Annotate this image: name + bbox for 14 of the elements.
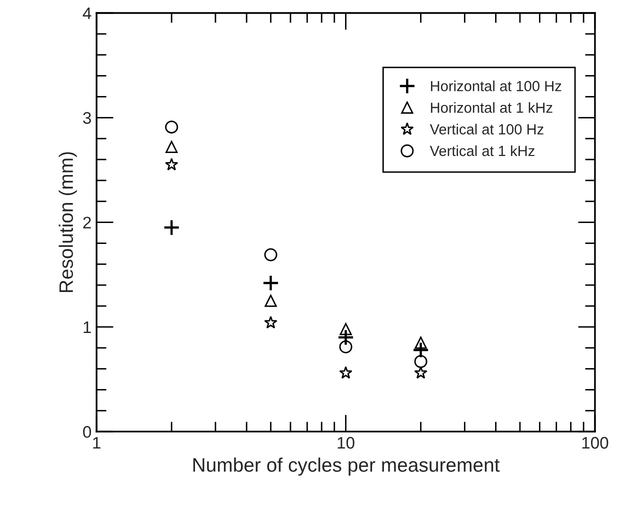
y-tick-label: 3 — [83, 112, 91, 124]
x-tick-label: 10 — [338, 436, 354, 449]
legend-label: Vertical at 100 Hz — [430, 124, 544, 134]
legend-label: Horizontal at 100 Hz — [430, 80, 562, 92]
legend-label: Horizontal at 1 kHz — [430, 102, 552, 113]
y-tick-label: 0 — [83, 426, 92, 438]
x-tick-label: 100 — [582, 436, 608, 449]
y-tick-label: 1 — [84, 322, 91, 333]
y-axis-title: Resolution (mm) — [58, 152, 77, 292]
y-tick-label: 2 — [83, 216, 91, 228]
y-tick-label: 4 — [82, 8, 92, 20]
legend-label: Vertical at 1 kHz — [430, 145, 534, 156]
x-axis-title: Number of cycles per measurement — [193, 458, 500, 476]
x-tick-label: 1 — [93, 437, 100, 449]
